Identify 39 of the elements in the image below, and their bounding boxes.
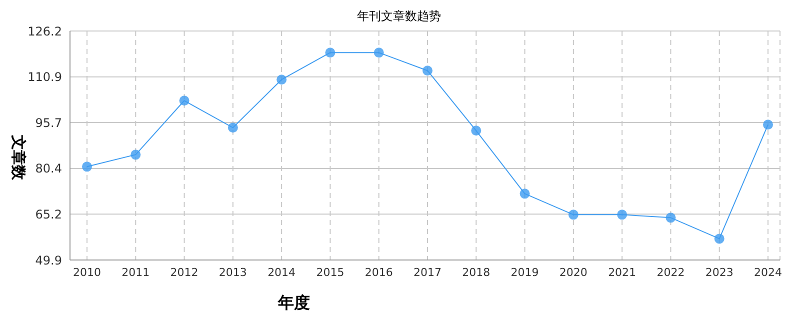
chart-title: 年刊文章数趋势	[356, 8, 442, 25]
x-tick-label: 2021	[608, 266, 636, 279]
y-axis-title: 文章数	[8, 134, 28, 182]
x-tick-label: 2014	[268, 266, 296, 279]
point	[714, 234, 724, 244]
y-tick-label: 65.2	[35, 207, 62, 222]
y-tick-label: 49.9	[35, 253, 62, 268]
x-tick-label: 2023	[705, 266, 734, 279]
y-tick-label: 80.4	[35, 162, 62, 176]
point	[568, 210, 578, 220]
x-tick-label: 2022	[656, 266, 685, 279]
x-tick-label: 2020	[559, 266, 588, 279]
x-tick-label: 2010	[73, 266, 101, 279]
point	[228, 122, 238, 133]
point	[763, 120, 773, 130]
x-tick-label: 2011	[122, 266, 150, 279]
x-tick-label: 2012	[170, 266, 198, 279]
point	[82, 162, 92, 172]
x-tick-label: 2017	[414, 266, 442, 279]
point	[179, 96, 190, 106]
point	[130, 150, 141, 160]
point	[666, 212, 676, 223]
x-tick-label: 2019	[510, 266, 539, 279]
y-tick-label: 126.2	[28, 24, 62, 38]
point	[422, 66, 432, 76]
x-tick-label: 2013	[218, 266, 247, 279]
point	[471, 126, 482, 136]
x-tick-label: 2016	[364, 266, 393, 279]
point	[374, 48, 384, 58]
x-tick-label: 2018	[462, 266, 490, 279]
y-tick-label: 110.9	[28, 70, 62, 84]
point	[520, 188, 530, 199]
point	[617, 210, 628, 220]
point	[325, 48, 336, 58]
point	[276, 74, 287, 85]
x-tick-label: 2024	[754, 266, 782, 279]
x-axis-title: 年度	[278, 293, 310, 314]
y-tick-label: 95.7	[35, 116, 62, 130]
x-tick-label: 2015	[316, 266, 344, 279]
